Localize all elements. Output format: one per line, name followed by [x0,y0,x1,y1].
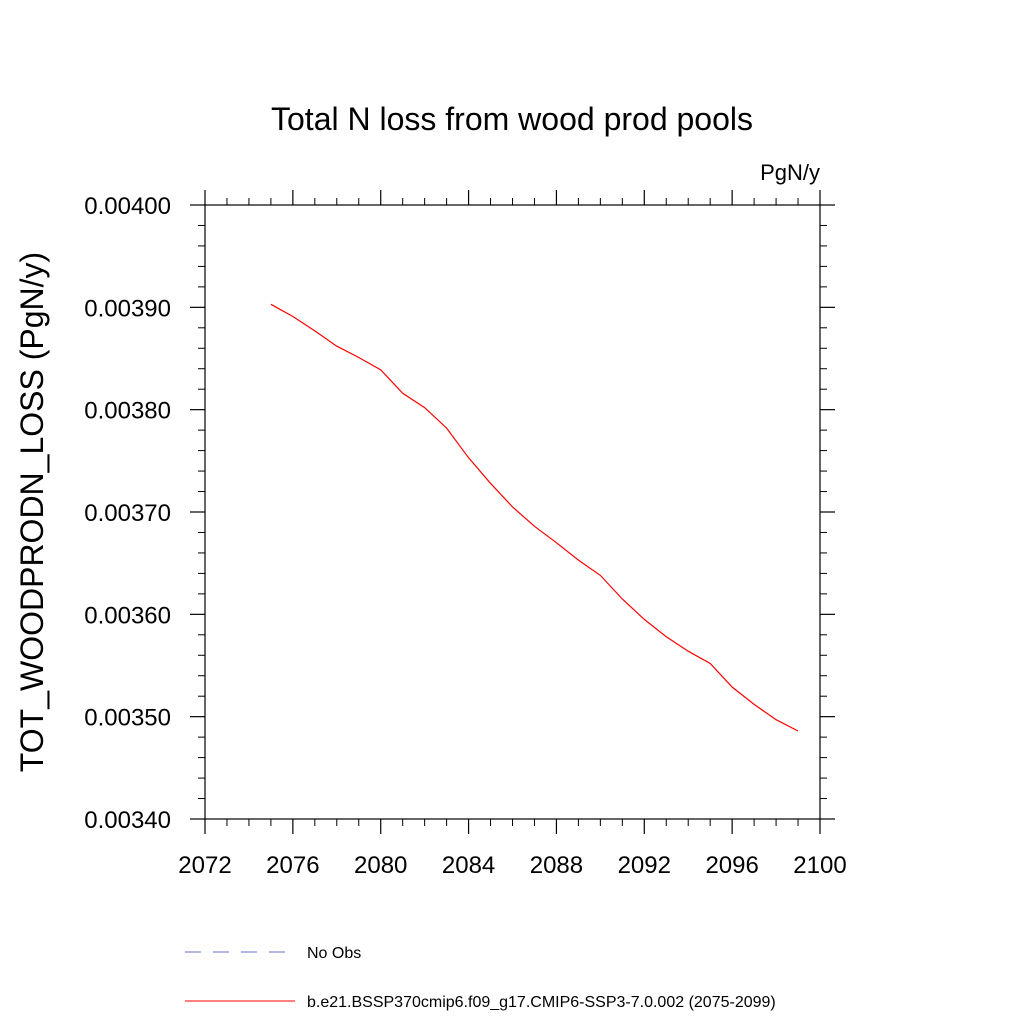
x-tick-label: 2084 [442,852,495,879]
y-axis-label: TOT_WOODPRODN_LOSS (PgN/y) [14,252,50,772]
x-tick-label: 2072 [178,852,231,879]
x-tick-label: 2092 [618,852,671,879]
x-tick-label: 2096 [705,852,758,879]
units-label: PgN/y [760,160,820,185]
x-tick-label: 2080 [354,852,407,879]
series-line [270,303,799,732]
plot-frame [204,204,821,820]
y-tick-label: 0.00350 [84,705,171,732]
x-tick-label: 2076 [266,852,319,879]
y-tick-label: 0.00340 [84,807,171,834]
y-tick-label: 0.00400 [84,193,171,220]
y-tick-label: 0.00370 [84,500,171,527]
y-tick-label: 0.00380 [84,398,171,425]
legend-label: b.e21.BSSP370cmip6.f09_g17.CMIP6-SSP3-7.… [307,994,776,1011]
chart-title: Total N loss from wood prod pools [271,101,753,137]
y-tick-label: 0.00390 [84,295,171,322]
axis-ticks: 2072 2076 2080 2084 2088 2092 2096 2100 0.00340 0… [84,190,847,879]
legend: No Obs b.e21.BSSP370cmip6.f09_g17.CMIP6-S… [185,945,776,1011]
y-tick-label: 0.00360 [84,602,171,629]
x-tick-label: 2100 [793,852,846,879]
series-layer [270,303,799,732]
x-tick-label: 2088 [530,852,583,879]
legend-label: No Obs [307,945,361,962]
